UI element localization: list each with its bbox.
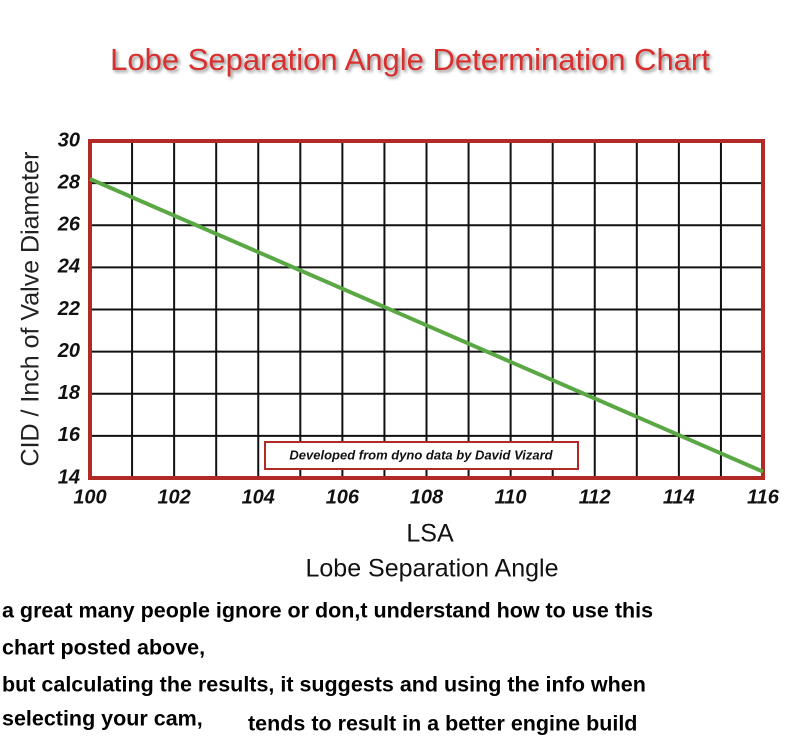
x-tick-label: 102 [157, 486, 190, 508]
annotation: Developed from dyno data by David Vizard [289, 447, 553, 462]
y-tick-label: 24 [57, 256, 80, 278]
y-tick-label: 26 [57, 214, 81, 236]
x-tick-label: 108 [410, 486, 444, 508]
caption-line: chart posted above, [2, 636, 205, 660]
y-tick-label: 28 [57, 171, 81, 193]
annotation-box [264, 441, 579, 470]
plot-frame [88, 139, 765, 480]
chart-title: Lobe Separation Angle Determination Char… [110, 42, 710, 77]
y-tick-label: 22 [57, 298, 80, 320]
y-tick-label: 18 [58, 382, 81, 404]
y-tick-label: 16 [58, 424, 81, 446]
y-tick-label: 14 [58, 466, 80, 488]
data-line [89, 177, 764, 474]
y-axis-label: CID / Inch of Valve Diameter [17, 152, 45, 467]
plot-area: 100 102 104 106 108 110 112 114 116 14 16 18 20 22 24 2… [57, 129, 780, 508]
x-axis-label: LSA [406, 520, 454, 548]
x-tick-label: 106 [326, 486, 360, 508]
caption-line: a great many people ignore or don,t unde… [2, 599, 653, 623]
caption-line: but calculating the results, it suggests… [2, 673, 646, 697]
x-tick-label: 110 [495, 486, 527, 508]
x-tick-label: 100 [73, 486, 106, 508]
y-tick-label: 30 [58, 129, 80, 151]
caption-line: selecting your cam, [2, 707, 203, 731]
x-tick-label: 116 [747, 486, 780, 508]
caption-line: tends to result in a better engine build [248, 712, 637, 736]
y-tick-label: 20 [57, 340, 80, 362]
x-tick-label: 114 [663, 486, 695, 508]
x-axis-sublabel: Lobe Separation Angle [306, 555, 559, 583]
x-tick-label: 112 [579, 486, 611, 508]
x-tick-label: 104 [242, 486, 275, 508]
